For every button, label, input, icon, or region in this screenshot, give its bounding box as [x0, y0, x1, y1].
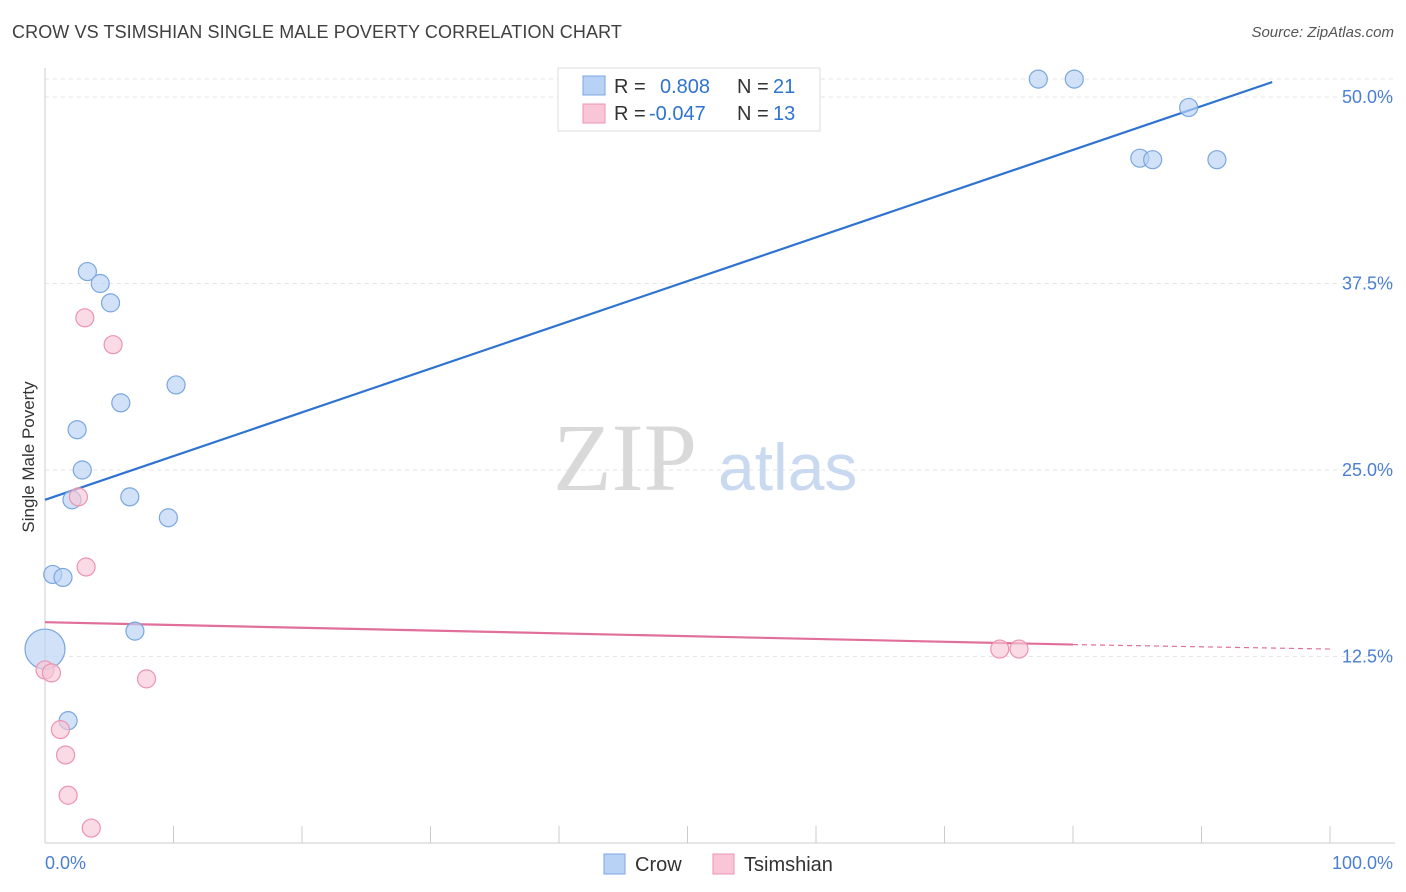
tsimshian-point	[136, 669, 157, 689]
y-tick-labels: 12.5% 25.0% 37.5% 50.0%	[1342, 87, 1393, 667]
tsimshian-point	[81, 818, 101, 838]
tsimshian-point	[68, 487, 89, 507]
stats-r-label-tsimshian: R =	[614, 103, 646, 125]
y-tick-label: 50.0%	[1342, 87, 1393, 107]
crow-point	[1207, 150, 1227, 170]
crow-point	[1064, 69, 1084, 89]
crow-point	[1028, 69, 1048, 89]
stats-r-label-crow: R =	[614, 76, 646, 98]
stats-n-label-crow: N =	[737, 76, 769, 98]
x-tick-label-min: 0.0%	[45, 853, 86, 873]
watermark-atlas: atlas	[718, 430, 857, 504]
crow-point	[90, 273, 110, 294]
x-tick-labels: 0.0% 100.0%	[45, 853, 1393, 873]
tsimshian-point	[41, 663, 62, 683]
tsimshian-point	[990, 639, 1010, 659]
y-tick-label: 12.5%	[1342, 647, 1393, 667]
tsimshian-point	[75, 308, 95, 328]
stats-swatch-crow	[582, 75, 606, 96]
crow-point	[166, 375, 186, 395]
crow-point	[1143, 150, 1163, 170]
chart-title: CROW VS TSIMSHIAN SINGLE MALE POVERTY CO…	[12, 22, 622, 42]
tsimshian-point	[58, 785, 78, 805]
y-tick-label: 25.0%	[1342, 460, 1393, 480]
tsimshian-point	[1009, 639, 1029, 659]
stats-legend: R = 0.808 N = 21 R = -0.047 N = 13	[557, 67, 821, 132]
trend-line-tsimshian	[44, 621, 1074, 646]
tsimshian-point	[76, 557, 96, 577]
legend-swatch-tsimshian	[712, 853, 735, 875]
legend-label-tsimshian: Tsimshian	[744, 854, 833, 876]
stats-n-label-tsimshian: N =	[737, 103, 769, 125]
legend-swatch-crow	[603, 853, 626, 875]
x-tick-label-max: 100.0%	[1332, 853, 1393, 873]
tsimshian-point	[55, 745, 76, 765]
source-credit: Source: ZipAtlas.com	[1251, 24, 1394, 41]
data-points	[24, 69, 1227, 838]
grid-lines	[45, 78, 1395, 657]
crow-point	[120, 487, 140, 507]
crow-point	[111, 393, 131, 413]
tsimshian-point	[50, 720, 71, 740]
crow-point	[158, 508, 178, 528]
crow-point	[1179, 97, 1199, 118]
crow-point	[72, 460, 92, 480]
crow-point	[67, 420, 87, 440]
legend-label-crow: Crow	[635, 854, 682, 876]
stats-r-value-tsimshian: -0.047	[649, 103, 706, 125]
stats-n-value-tsimshian: 13	[773, 103, 795, 125]
stats-n-value-crow: 21	[773, 76, 795, 98]
trend-line-tsimshian-extension	[1072, 643, 1331, 650]
stats-r-value-crow: 0.808	[660, 76, 710, 98]
series-legend: Crow Tsimshian	[603, 853, 833, 876]
watermark-zip: ZIP	[553, 404, 697, 511]
axes	[44, 68, 1395, 844]
crow-point	[100, 293, 121, 313]
stats-swatch-tsimshian	[582, 103, 606, 124]
crow-point	[53, 567, 73, 588]
trend-line-crow	[44, 81, 1273, 501]
y-axis-title: Single Male Poverty	[19, 381, 38, 533]
crow-point	[77, 261, 98, 282]
trend-lines	[44, 81, 1331, 650]
tsimshian-point	[103, 335, 123, 355]
crow-point	[125, 621, 145, 641]
y-tick-label: 37.5%	[1342, 274, 1393, 294]
